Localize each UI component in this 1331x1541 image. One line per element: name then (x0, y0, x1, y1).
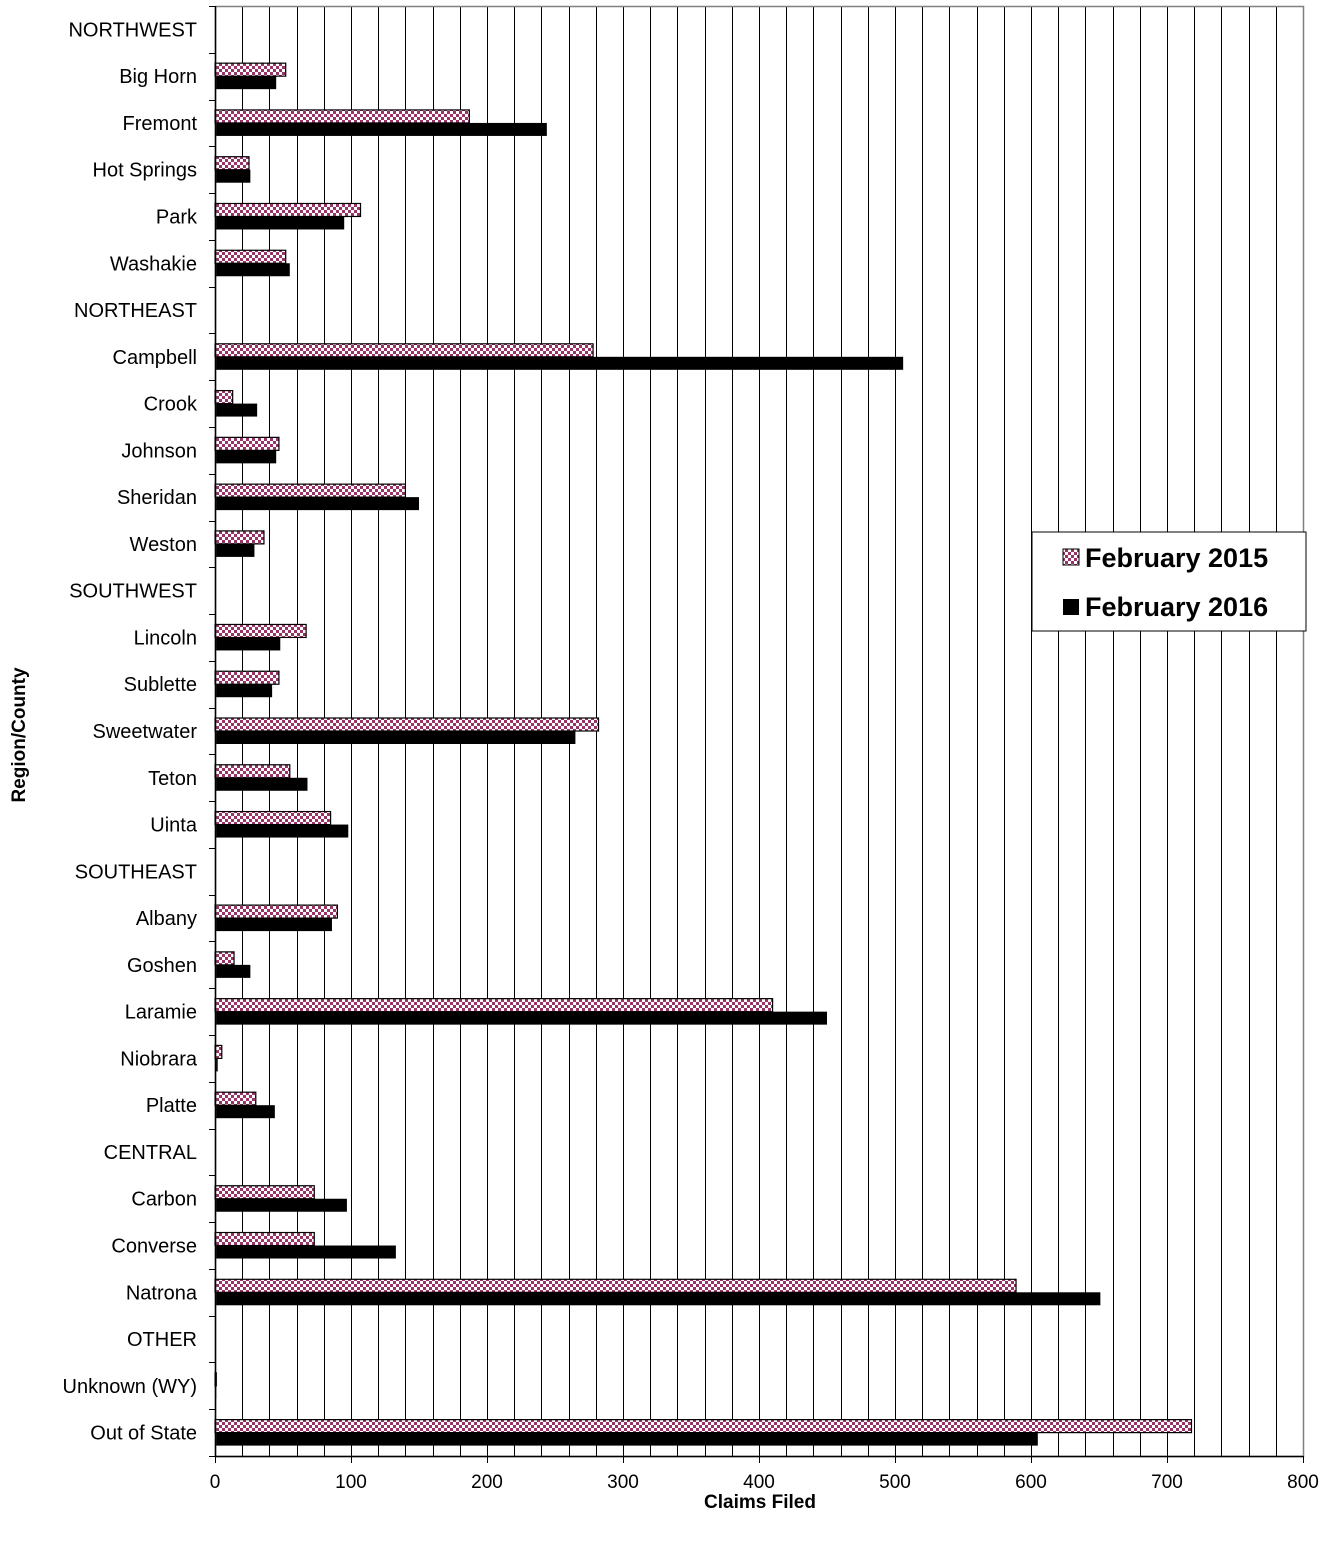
category-label: Niobrara (120, 1048, 198, 1070)
category-label: NORTHEAST (74, 300, 197, 322)
bar-feb-2016 (215, 216, 345, 230)
bar-feb-2015 (214, 904, 339, 919)
bar-feb-2016 (215, 450, 277, 464)
bar-feb-2016 (215, 403, 258, 417)
bar-feb-2016 (215, 169, 251, 183)
bar-feb-2015 (214, 810, 332, 826)
legend-swatch-2016 (1063, 599, 1079, 615)
bar-feb-2016 (215, 1245, 396, 1259)
category-label: Goshen (127, 955, 197, 977)
legend-label-2016: February 2016 (1085, 592, 1268, 622)
category-label: Park (156, 206, 198, 228)
category-label: Crook (144, 394, 198, 416)
category-label: Big Horn (119, 66, 197, 88)
category-label: Laramie (125, 1002, 197, 1024)
x-tick-label: 500 (879, 1472, 911, 1493)
category-label: Fremont (123, 113, 198, 135)
bar-feb-2015 (214, 436, 280, 451)
bar-feb-2015 (214, 1185, 315, 1200)
category-label: Washakie (110, 253, 197, 275)
y-axis-title: Region/County (9, 667, 30, 803)
x-tick-labels: 0 100 200 300 400 500 600 700 800 (210, 1472, 1319, 1493)
bar-feb-2015 (214, 249, 287, 264)
bar-feb-2016 (215, 1432, 1038, 1446)
bar-feb-2015 (214, 389, 234, 405)
bar-feb-2015 (214, 623, 307, 639)
category-label: Carbon (131, 1189, 197, 1211)
bar-feb-2016 (215, 76, 277, 90)
category-label: Johnson (121, 440, 197, 462)
bar-feb-2016 (215, 356, 904, 370)
legend: February 2015 February 2016 (1031, 531, 1307, 632)
bar-feb-2016 (215, 497, 419, 511)
bars (214, 62, 1193, 1446)
bar-feb-2016 (215, 1198, 347, 1212)
bar-feb-2016 (215, 637, 281, 651)
x-tick-label: 800 (1287, 1472, 1319, 1493)
bar-feb-2016 (215, 684, 273, 698)
bar-feb-2015 (214, 764, 291, 779)
category-label: Campbell (113, 347, 197, 369)
category-label: Out of State (90, 1423, 197, 1445)
category-label: Sheridan (117, 487, 197, 509)
category-label: Converse (111, 1236, 197, 1258)
x-axis-title: Claims Filed (704, 1492, 816, 1513)
category-label: SOUTHEAST (75, 861, 197, 883)
bar-feb-2016 (215, 543, 255, 557)
bar-feb-2015 (214, 670, 280, 685)
legend-swatch-2015 (1062, 548, 1080, 566)
category-label: OTHER (127, 1329, 197, 1351)
category-label: Teton (148, 768, 197, 790)
bar-feb-2015 (214, 156, 250, 171)
category-label: SOUTHWEST (69, 581, 197, 603)
category-label: Natrona (126, 1282, 198, 1304)
x-tick-label: 300 (607, 1472, 639, 1493)
bar-feb-2015 (214, 1091, 257, 1106)
category-label: Sweetwater (93, 721, 198, 743)
legend-label-2015: February 2015 (1085, 543, 1268, 573)
bar-feb-2015 (214, 202, 362, 218)
bar-feb-2016 (215, 1058, 218, 1072)
x-tick-label: 600 (1015, 1472, 1047, 1493)
bar-feb-2016 (215, 777, 308, 791)
category-label: Hot Springs (93, 160, 198, 182)
bar-feb-2015 (214, 951, 235, 966)
category-label: CENTRAL (104, 1142, 197, 1164)
bar-feb-2015 (214, 1419, 1193, 1434)
category-label: Unknown (WY) (63, 1376, 197, 1398)
bar-feb-2016 (215, 1011, 827, 1025)
x-tick-label: 400 (743, 1472, 775, 1493)
bar-feb-2016 (215, 731, 576, 744)
bar-feb-2015 (214, 530, 265, 545)
category-label: Uinta (150, 815, 198, 837)
bar-feb-2015 (214, 1278, 1017, 1293)
x-tick-label: 0 (210, 1472, 221, 1493)
bar-feb-2016 (215, 1105, 275, 1119)
bar-feb-2016 (215, 263, 290, 277)
category-labels: NORTHWEST Big Horn Fremont Hot Springs Park W… (63, 19, 198, 1444)
bar-feb-2015 (214, 998, 774, 1013)
bar-feb-2015 (214, 717, 600, 732)
bar-feb-2016 (215, 1292, 1101, 1306)
x-tick-label: 200 (471, 1472, 503, 1493)
category-label: NORTHWEST (68, 19, 197, 41)
bar-feb-2016 (215, 964, 251, 978)
category-label: Lincoln (134, 627, 197, 649)
x-tick-label: 100 (335, 1472, 367, 1493)
bar-feb-2016 (215, 824, 349, 838)
bar-feb-2015 (214, 343, 594, 358)
category-label: Albany (136, 908, 197, 930)
category-label: Platte (146, 1095, 197, 1117)
bar-feb-2015 (214, 1231, 315, 1247)
axes (209, 5, 1305, 1463)
bar-feb-2015 (214, 483, 406, 498)
bar-feb-2015 (214, 62, 287, 77)
bar-feb-2016 (215, 122, 547, 136)
bar-feb-2015 (214, 109, 470, 124)
category-label: Sublette (124, 674, 197, 696)
category-label: Weston (130, 534, 197, 556)
x-tick-label: 700 (1151, 1472, 1183, 1493)
bar-feb-2016 (215, 918, 332, 932)
